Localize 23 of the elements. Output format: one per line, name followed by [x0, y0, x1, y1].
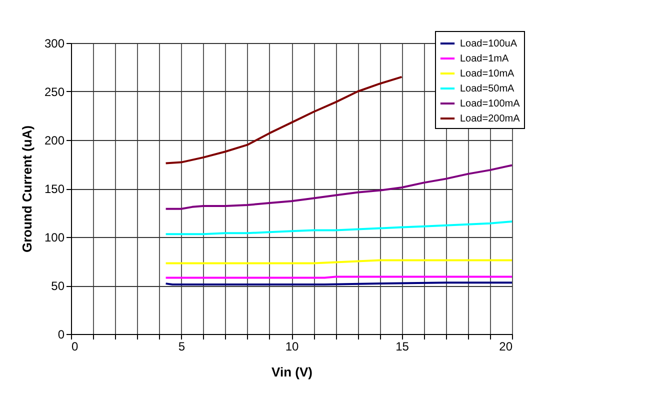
legend-label: Load=200mA	[460, 114, 520, 124]
legend-label: Load=100mA	[460, 98, 520, 110]
legend-label: Load=1mA	[460, 54, 509, 64]
y-axis-title: Ground Current (uA)	[19, 125, 34, 253]
y-tick-label: 0	[58, 328, 65, 342]
line-series	[164, 76, 403, 164]
legend-label: Load=100uA	[460, 38, 518, 50]
y-tick-label: 250	[44, 85, 65, 99]
y-tick-label: 200	[44, 134, 65, 148]
legend-label: Load=50mA	[460, 84, 515, 94]
line-series	[164, 164, 513, 210]
x-tick-label: 10	[285, 340, 299, 354]
x-axis-title: Vin (V)	[272, 364, 312, 380]
y-tick-label: 50	[51, 279, 65, 293]
y-tick-label: 100	[44, 230, 65, 244]
x-tick-label: 0	[72, 340, 78, 354]
y-tick-label: 150	[44, 182, 65, 196]
x-tick-label: 15	[396, 340, 410, 354]
x-tick-label: 5	[178, 340, 186, 354]
x-tick-label: 20	[499, 340, 513, 354]
legend-label: Load=10mA	[460, 68, 515, 80]
y-tick-label: 300	[44, 36, 65, 50]
line-series	[164, 220, 513, 236]
